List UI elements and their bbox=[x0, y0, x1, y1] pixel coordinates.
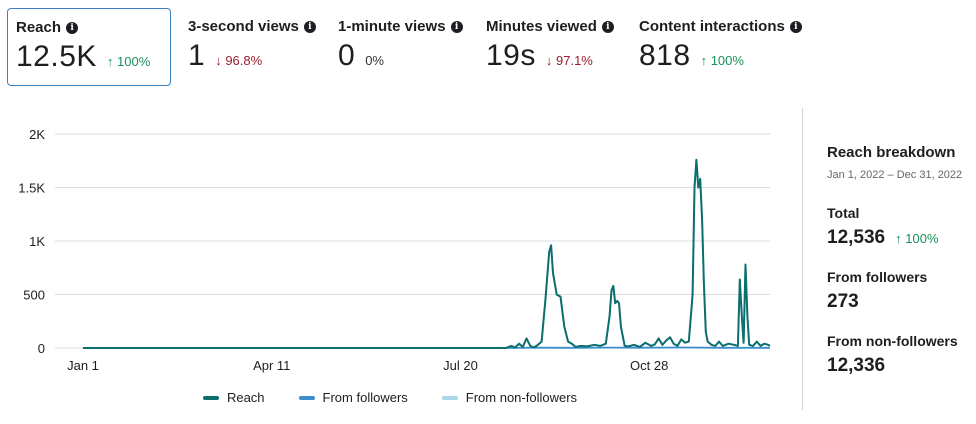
metric-delta: 0% bbox=[365, 53, 384, 68]
metric-tab-minutes-viewed[interactable]: Minutes viewed i 19s ↓ 97.1% bbox=[478, 8, 628, 86]
info-icon[interactable]: i bbox=[450, 20, 463, 33]
metric-delta: ↑ 100% bbox=[700, 53, 744, 68]
metric-tab-content-interactions[interactable]: Content interactions i 818 ↑ 100% bbox=[631, 8, 821, 86]
metric-tab-3-second-views[interactable]: 3-second views i 1 ↓ 96.8% bbox=[180, 8, 330, 86]
breakdown-total-label: Total bbox=[827, 205, 860, 221]
breakdown-followers: From followers 273 bbox=[827, 269, 976, 313]
metric-tab-reach[interactable]: Reach i 12.5K ↑ 100% bbox=[7, 8, 171, 86]
metric-title: Content interactions i bbox=[639, 18, 813, 35]
y-tick-label: 1.5K bbox=[18, 181, 45, 196]
series-line-reach bbox=[83, 158, 771, 349]
metric-title: Minutes viewed i bbox=[486, 18, 620, 35]
metric-delta: ↑ 100% bbox=[106, 54, 151, 69]
metric-value: 1 bbox=[188, 39, 206, 72]
legend-label: Reach bbox=[226, 390, 265, 405]
panel-divider bbox=[802, 108, 803, 410]
x-tick-label: Jul 20 bbox=[443, 358, 478, 373]
legend-item-from-non-followers[interactable]: From non-followers bbox=[441, 390, 578, 405]
y-tick-label: 0 bbox=[38, 341, 45, 356]
reach-breakdown-panel: Reach breakdown Jan 1, 2022 – Dec 31, 20… bbox=[827, 144, 976, 377]
legend-label: From followers bbox=[322, 390, 408, 405]
metric-value: 818 bbox=[639, 39, 691, 72]
metric-title-text: 1-minute views bbox=[338, 18, 446, 35]
info-icon[interactable]: i bbox=[303, 20, 316, 33]
breakdown-total: Total 12,536 ↑ 100% bbox=[827, 205, 976, 249]
breakdown-non-followers: From non-followers 12,336 bbox=[827, 333, 976, 377]
breakdown-title: Reach breakdown bbox=[827, 144, 956, 161]
metric-title-text: 3-second views bbox=[188, 18, 299, 35]
legend-swatch-from-followers bbox=[298, 395, 315, 400]
breakdown-non-followers-label: From non-followers bbox=[827, 333, 958, 349]
reach-line-chart[interactable]: 0 500 1K 1.5K 2K Jan 1 Apr 11 Jul 20 Oct 28 bbox=[0, 110, 790, 380]
y-tick-label: 1K bbox=[29, 234, 45, 249]
metric-tab-1-minute-views[interactable]: 1-minute views i 0 0% bbox=[330, 8, 480, 86]
metric-title: Reach i bbox=[16, 19, 162, 36]
metric-title-text: Reach bbox=[16, 19, 62, 36]
breakdown-non-followers-value: 12,336 bbox=[827, 355, 886, 376]
metric-value: 12.5K bbox=[16, 40, 97, 73]
metric-delta: ↓ 97.1% bbox=[545, 53, 593, 68]
y-tick-label: 2K bbox=[29, 127, 45, 142]
legend-swatch-reach bbox=[202, 395, 219, 400]
breakdown-total-delta: ↑ 100% bbox=[895, 231, 939, 246]
metric-value: 19s bbox=[486, 39, 536, 72]
arrow-up-icon: ↑ bbox=[106, 54, 114, 69]
info-icon[interactable]: i bbox=[789, 20, 802, 33]
metric-value: 0 bbox=[338, 39, 356, 72]
info-icon[interactable]: i bbox=[601, 20, 614, 33]
metric-delta: ↓ 96.8% bbox=[215, 53, 263, 68]
arrow-up-icon: ↑ bbox=[700, 53, 708, 68]
arrow-up-icon: ↑ bbox=[895, 231, 902, 246]
breakdown-followers-label: From followers bbox=[827, 269, 928, 285]
metric-title-text: Minutes viewed bbox=[486, 18, 597, 35]
x-tick-label: Apr 11 bbox=[253, 358, 290, 373]
chart-legend: Reach From followers From non-followers bbox=[0, 390, 780, 405]
legend-label: From non-followers bbox=[465, 390, 578, 405]
legend-swatch-from-non-followers bbox=[441, 395, 458, 400]
info-icon[interactable]: i bbox=[66, 21, 79, 34]
metric-title-text: Content interactions bbox=[639, 18, 785, 35]
x-tick-label: Oct 28 bbox=[630, 358, 668, 373]
y-tick-label: 500 bbox=[23, 288, 45, 303]
arrow-down-icon: ↓ bbox=[545, 53, 553, 68]
metric-title: 1-minute views i bbox=[338, 18, 472, 35]
breakdown-total-value: 12,536 bbox=[827, 227, 886, 248]
metric-title: 3-second views i bbox=[188, 18, 322, 35]
breakdown-followers-value: 273 bbox=[827, 291, 859, 312]
series-line-from-non-followers bbox=[83, 159, 771, 349]
arrow-down-icon: ↓ bbox=[215, 53, 222, 68]
legend-item-from-followers[interactable]: From followers bbox=[298, 390, 408, 405]
legend-item-reach[interactable]: Reach bbox=[202, 390, 265, 405]
breakdown-date-range: Jan 1, 2022 – Dec 31, 2022 bbox=[827, 169, 963, 181]
x-tick-label: Jan 1 bbox=[67, 358, 99, 373]
